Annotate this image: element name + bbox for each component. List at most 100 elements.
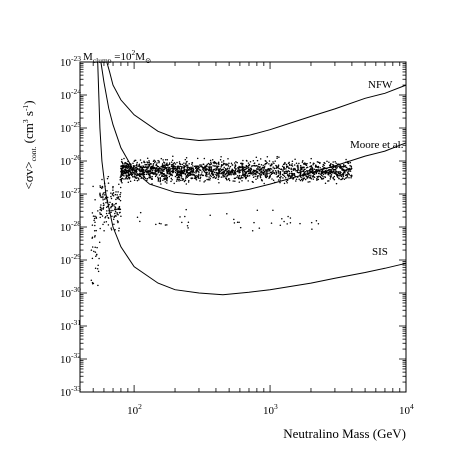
data-point <box>161 163 164 165</box>
data-point <box>233 222 236 224</box>
data-point <box>116 220 119 222</box>
data-point <box>122 163 124 165</box>
data-point <box>216 165 218 168</box>
y-tick-label: 10-32 <box>60 351 81 366</box>
data-point <box>165 178 167 180</box>
data-point <box>177 176 179 179</box>
data-point <box>209 179 211 181</box>
data-point <box>258 163 260 166</box>
data-point <box>282 177 284 179</box>
data-point <box>110 205 113 208</box>
data-point <box>100 196 103 198</box>
data-point <box>208 176 210 178</box>
data-point <box>154 175 157 178</box>
data-point <box>137 177 140 179</box>
data-point <box>341 178 343 181</box>
data-point <box>252 176 255 179</box>
data-point <box>100 209 103 212</box>
data-point <box>335 173 338 175</box>
data-point <box>212 170 215 172</box>
data-point <box>263 182 265 185</box>
data-point <box>110 195 112 198</box>
data-point <box>310 165 312 167</box>
data-point <box>333 178 336 181</box>
data-point <box>185 183 188 185</box>
data-point <box>253 172 255 175</box>
data-point <box>199 177 201 180</box>
data-point <box>208 172 211 174</box>
data-point <box>247 168 250 170</box>
data-point <box>187 221 190 224</box>
data-point <box>162 179 164 181</box>
data-point <box>279 173 282 175</box>
data-point <box>271 172 273 175</box>
data-point <box>305 163 307 165</box>
data-point <box>161 165 164 167</box>
data-point <box>186 160 188 163</box>
data-point <box>176 165 179 168</box>
data-point <box>344 164 347 167</box>
data-point <box>146 177 149 180</box>
data-point <box>268 170 270 172</box>
data-point <box>91 236 94 239</box>
data-point <box>90 249 93 251</box>
data-point <box>168 171 170 173</box>
y-tick-label: 10-26 <box>60 153 81 168</box>
data-point <box>349 164 351 167</box>
data-point <box>268 177 270 179</box>
data-point <box>108 212 110 215</box>
data-point <box>117 196 119 198</box>
data-point <box>133 179 136 182</box>
data-point <box>224 175 226 178</box>
data-point <box>151 172 154 175</box>
data-point <box>148 161 150 164</box>
data-point <box>94 224 96 227</box>
data-point <box>114 212 116 215</box>
data-point <box>194 165 197 167</box>
data-point <box>265 171 267 173</box>
data-point <box>221 172 223 175</box>
data-point <box>150 169 152 172</box>
data-point <box>119 193 121 196</box>
data-point <box>162 159 164 161</box>
y-tick-labels: 10-2310-2410-2510-2610-2710-2810-2910-30… <box>60 54 81 399</box>
data-point <box>209 163 211 166</box>
data-point <box>269 174 271 176</box>
data-point <box>102 223 104 226</box>
data-point <box>276 157 278 159</box>
data-point <box>162 170 165 172</box>
data-point <box>310 167 312 170</box>
data-point <box>252 159 255 162</box>
data-point <box>225 177 227 179</box>
data-point <box>266 175 268 177</box>
data-point <box>91 246 94 248</box>
data-point <box>348 170 350 173</box>
data-point <box>147 166 150 169</box>
data-point <box>301 166 304 169</box>
data-point <box>124 163 126 165</box>
data-point <box>224 169 227 171</box>
data-point <box>182 169 185 172</box>
data-point <box>186 171 188 174</box>
data-point <box>170 180 172 183</box>
data-point <box>197 177 200 179</box>
data-point <box>133 171 135 174</box>
data-point <box>222 163 225 166</box>
data-point <box>201 166 204 169</box>
data-point <box>198 166 200 169</box>
data-point <box>285 172 287 175</box>
data-point <box>278 167 280 170</box>
data-point <box>142 169 145 172</box>
data-point <box>324 169 327 172</box>
data-point <box>132 162 134 165</box>
data-point <box>171 173 173 176</box>
data-point <box>210 166 212 169</box>
data-point <box>287 162 290 164</box>
data-point <box>201 171 203 173</box>
curve-label: NFW <box>368 79 393 91</box>
data-point <box>170 170 172 172</box>
data-point <box>99 192 101 195</box>
data-point <box>183 165 185 168</box>
curve-label: Moore et al. <box>350 139 404 151</box>
data-point <box>272 166 274 168</box>
